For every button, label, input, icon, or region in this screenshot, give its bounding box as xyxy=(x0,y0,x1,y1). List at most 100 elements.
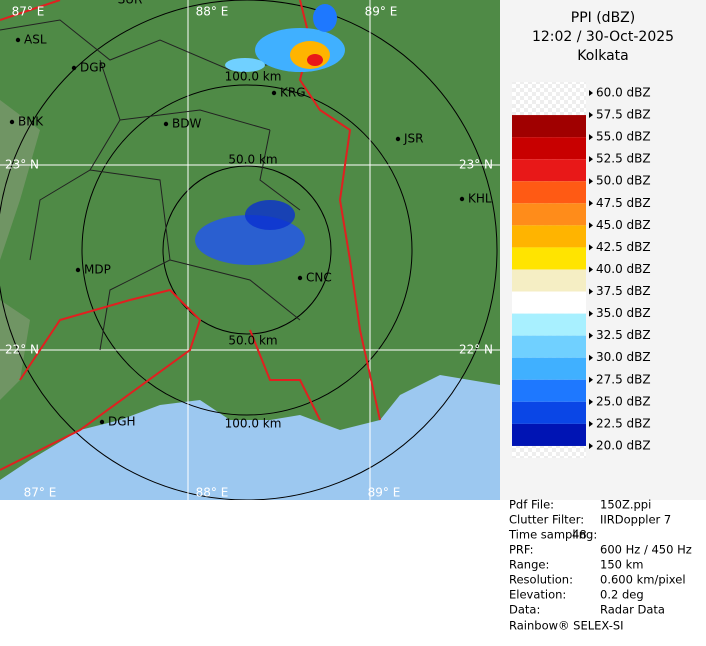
legend-label: 20.0 dBZ xyxy=(596,438,651,452)
city-label: MDP xyxy=(84,263,111,277)
info-value: Radar Data xyxy=(600,603,665,617)
grid-label: 22° N xyxy=(5,343,39,357)
city-dot xyxy=(15,37,21,43)
grid-label: 89° E xyxy=(368,486,401,500)
info-value: 0.600 km/pixel xyxy=(600,573,686,587)
grid-label: SUR xyxy=(118,0,143,7)
legend-tick xyxy=(589,156,593,163)
map xyxy=(0,0,500,500)
grid-label: 89° E xyxy=(365,5,398,19)
legend-label: 45.0 dBZ xyxy=(596,218,651,232)
legend-label: 60.0 dBZ xyxy=(596,86,651,100)
legend-swatch xyxy=(512,401,586,424)
grid-label: 23° N xyxy=(459,158,493,172)
city-dot xyxy=(297,275,303,281)
city-label: CNC xyxy=(306,271,332,285)
legend-tick xyxy=(589,90,593,96)
state-borders xyxy=(0,0,381,471)
legend-label: 47.5 dBZ xyxy=(596,196,651,210)
city-dot xyxy=(71,65,77,71)
city-label: DGH xyxy=(108,415,136,429)
city-label: KHL xyxy=(468,192,492,206)
city-label: ASL xyxy=(24,33,47,47)
legend-swatch xyxy=(512,159,586,182)
legend-label: 22.5 dBZ xyxy=(596,416,651,430)
city-dot xyxy=(459,196,465,202)
city-dot xyxy=(395,136,401,142)
info-key: Clutter Filter: xyxy=(509,513,584,527)
ring-label: 50.0 km xyxy=(228,153,277,167)
ring-label: 100.0 km xyxy=(225,417,282,431)
district-borders xyxy=(0,19,301,351)
range-rings xyxy=(0,0,498,500)
legend-label: 30.0 dBZ xyxy=(596,350,651,364)
legend-label: 52.5 dBZ xyxy=(596,152,651,166)
info-value: 0.2 deg xyxy=(600,588,644,602)
legend-label: 35.0 dBZ xyxy=(596,306,651,320)
legend-label: 37.5 dBZ xyxy=(596,284,651,298)
info-value: 48 xyxy=(572,528,587,542)
legend-tick xyxy=(589,376,593,383)
legend-swatch xyxy=(512,379,586,402)
city-label: BDW xyxy=(172,117,201,131)
city-dot xyxy=(99,419,105,425)
legend-swatch xyxy=(512,181,586,204)
legend-tick xyxy=(589,222,593,229)
grid-label: 23° N xyxy=(5,158,39,172)
info-value: 600 Hz / 450 Hz xyxy=(600,543,692,557)
legend-tick xyxy=(589,134,593,141)
legend-tick xyxy=(589,244,593,251)
legend-tick xyxy=(589,354,593,361)
legend-swatch xyxy=(512,335,586,358)
city-label: JSR xyxy=(403,132,424,146)
product: PPI (dBZ) xyxy=(571,10,635,26)
info-key: Resolution: xyxy=(509,573,573,587)
info-key: PRF: xyxy=(509,543,534,557)
legend-label: 55.0 dBZ xyxy=(596,130,651,144)
legend-label: 27.5 dBZ xyxy=(596,372,651,386)
legend-swatch xyxy=(512,115,586,138)
grid-label: 88° E xyxy=(196,486,229,500)
grid-label: 22° N xyxy=(459,343,493,357)
city-dot xyxy=(271,90,277,96)
grid-label: 88° E xyxy=(196,5,229,19)
legend-tick xyxy=(589,332,593,339)
legend-tick xyxy=(589,178,593,185)
info-value: IIRDoppler 7 xyxy=(600,513,671,527)
graticule xyxy=(0,0,500,500)
legend-swatch xyxy=(512,269,586,292)
info-value: 150Z.ppi xyxy=(600,498,651,512)
legend-label: 32.5 dBZ xyxy=(596,328,651,342)
legend-swatch xyxy=(512,291,586,314)
info-key: Elevation: xyxy=(509,588,566,602)
legend-tick xyxy=(589,442,593,449)
legend-swatch xyxy=(512,225,586,248)
legend-swatch xyxy=(512,203,586,226)
info-key: Time sampling: xyxy=(508,528,597,542)
legend-swatch xyxy=(512,247,586,270)
footer: Rainbow® SELEX-SI xyxy=(509,619,624,633)
legend-tick xyxy=(589,310,593,317)
city-dot xyxy=(9,119,15,125)
legend-label: 57.5 dBZ xyxy=(596,108,651,122)
hills xyxy=(0,100,40,400)
info-key: Data: xyxy=(509,603,540,617)
info-key: Range: xyxy=(509,558,549,572)
legend-label: 40.0 dBZ xyxy=(596,262,651,276)
datetime: 12:02 / 30-Oct-2025 xyxy=(532,29,674,45)
echoes xyxy=(195,4,345,265)
legend-tick xyxy=(589,112,593,119)
grid-label: 87° E xyxy=(24,486,57,500)
legend-tick xyxy=(589,266,593,273)
grid-label: 87° E xyxy=(12,5,45,19)
ring-label: 100.0 km xyxy=(225,70,282,84)
legend-swatch xyxy=(512,313,586,336)
info-key: Pdf File: xyxy=(509,498,554,512)
city-label: DGP xyxy=(80,61,106,75)
legend-swatch xyxy=(512,423,586,446)
legend-label: 42.5 dBZ xyxy=(596,240,651,254)
city-label: KRG xyxy=(280,86,306,100)
ring-label: 50.0 km xyxy=(228,334,277,348)
legend-tick xyxy=(589,200,593,207)
legend-label: 25.0 dBZ xyxy=(596,394,651,408)
